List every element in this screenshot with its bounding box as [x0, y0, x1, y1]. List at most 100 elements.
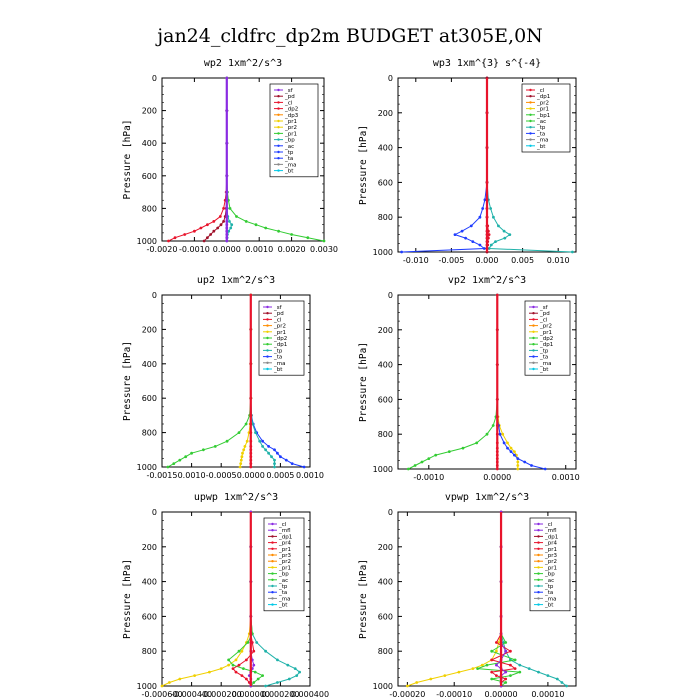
- legend-entry: _cl: [539, 317, 548, 323]
- data-point: [513, 667, 517, 670]
- data-point: [206, 223, 209, 227]
- data-point: [193, 229, 196, 233]
- legend-marker: [266, 312, 269, 315]
- data-point: [429, 677, 433, 681]
- series-yellow: [406, 510, 503, 688]
- y-tick-label: 0: [388, 291, 393, 300]
- data-point: [206, 236, 209, 240]
- data-point: [495, 663, 498, 667]
- legend-marker: [271, 572, 274, 575]
- legend-marker: [532, 318, 535, 321]
- data-point: [506, 446, 509, 450]
- legend-marker: [271, 553, 274, 557]
- y-tick-label: 1000: [373, 465, 393, 474]
- panels: wp2 1xm^2/s^3 Pressure [hPa] 0 200 400 600 800…: [122, 58, 580, 699]
- data-point: [276, 658, 279, 662]
- legend-marker: [537, 535, 540, 538]
- chart-title: upwp 1xm^2/s^3: [194, 492, 278, 503]
- y-tick-label: 0: [152, 291, 157, 300]
- data-point: [523, 460, 527, 464]
- data-point: [273, 458, 276, 462]
- y-tick-label: 400: [378, 578, 393, 587]
- legend-entry: _sf: [539, 305, 549, 311]
- data-point: [242, 667, 245, 670]
- legend-marker: [532, 305, 535, 309]
- legend-entry: _cl: [284, 100, 293, 106]
- x-tick-label: 0.0020: [278, 245, 306, 254]
- data-point: [227, 663, 231, 667]
- data-point: [415, 681, 419, 684]
- data-point: [490, 649, 494, 653]
- data-point: [490, 658, 494, 662]
- data-point: [276, 451, 279, 455]
- legend-entry: _bp1: [536, 113, 550, 119]
- data-point: [516, 457, 520, 460]
- legend-marker: [529, 119, 532, 123]
- x-tick-label: 0.0000: [483, 473, 511, 482]
- legend-marker: [537, 597, 540, 600]
- data-point: [516, 467, 520, 471]
- data-point: [244, 422, 248, 426]
- legend-entry: _dp1: [539, 342, 553, 348]
- legend-entry: _ta: [278, 590, 287, 596]
- data-point: [216, 226, 220, 230]
- legend-marker: [266, 349, 269, 352]
- series-green: [406, 293, 499, 471]
- data-point: [209, 233, 213, 236]
- legend-marker: [271, 529, 274, 532]
- legend-entry: _bt: [273, 367, 283, 373]
- legend-marker: [271, 560, 274, 563]
- legend-entry: _pr1: [278, 547, 291, 553]
- y-tick-label: 600: [378, 612, 393, 621]
- data-point: [471, 667, 475, 670]
- data-point: [241, 451, 244, 455]
- data-point: [509, 649, 512, 653]
- data-point: [231, 663, 235, 667]
- data-point: [252, 649, 256, 653]
- data-point: [253, 670, 257, 674]
- data-point: [270, 455, 273, 459]
- legend-marker: [277, 138, 280, 141]
- y-tick-label: 200: [378, 109, 393, 118]
- data-point: [504, 670, 508, 674]
- legend-entry: _pr4: [544, 541, 558, 547]
- y-tick-label: 600: [142, 172, 157, 181]
- legend-entry: _dp2: [284, 107, 298, 113]
- data-point: [202, 448, 205, 452]
- legend-entry: _sf: [273, 305, 283, 311]
- data-point: [518, 663, 522, 667]
- data-point: [527, 667, 531, 670]
- legend-marker: [277, 119, 280, 123]
- y-tick-label: 400: [142, 139, 157, 148]
- legend-marker: [529, 132, 532, 135]
- legend-entry: _bp: [544, 572, 555, 578]
- legend-marker: [277, 88, 280, 92]
- legend-marker: [537, 529, 540, 532]
- legend: _sf_pd_cl_dp2_dp3_pr1_pr2_pr1_bp_ac_tp_t…: [269, 83, 319, 178]
- y-tick-label: 800: [378, 213, 393, 222]
- legend-marker: [529, 144, 532, 147]
- legend-entry: _cl: [544, 522, 553, 528]
- data-point: [502, 229, 506, 233]
- legend-marker: [266, 305, 269, 309]
- legend-marker: [271, 597, 274, 600]
- legend-entry: _ta: [273, 355, 282, 361]
- data-point: [443, 674, 447, 677]
- data-point: [252, 663, 256, 667]
- legend-entry: _bp: [284, 138, 295, 144]
- data-point: [228, 207, 232, 210]
- data-point: [504, 641, 508, 644]
- data-point: [245, 658, 248, 662]
- legend-entry: _cl: [278, 522, 287, 528]
- legend-marker: [529, 101, 532, 104]
- legend-marker: [271, 547, 274, 550]
- legend-marker: [266, 318, 269, 321]
- legend-marker: [277, 107, 280, 110]
- x-tick-label: 0.00010: [531, 690, 564, 699]
- chart-title: up2 1xm^2/s^3: [197, 275, 275, 286]
- legend-marker: [532, 330, 535, 333]
- data-point: [178, 458, 182, 462]
- x-tick-label: 0.000000: [232, 690, 270, 699]
- legend-box: [529, 517, 571, 612]
- legend-marker: [277, 169, 280, 172]
